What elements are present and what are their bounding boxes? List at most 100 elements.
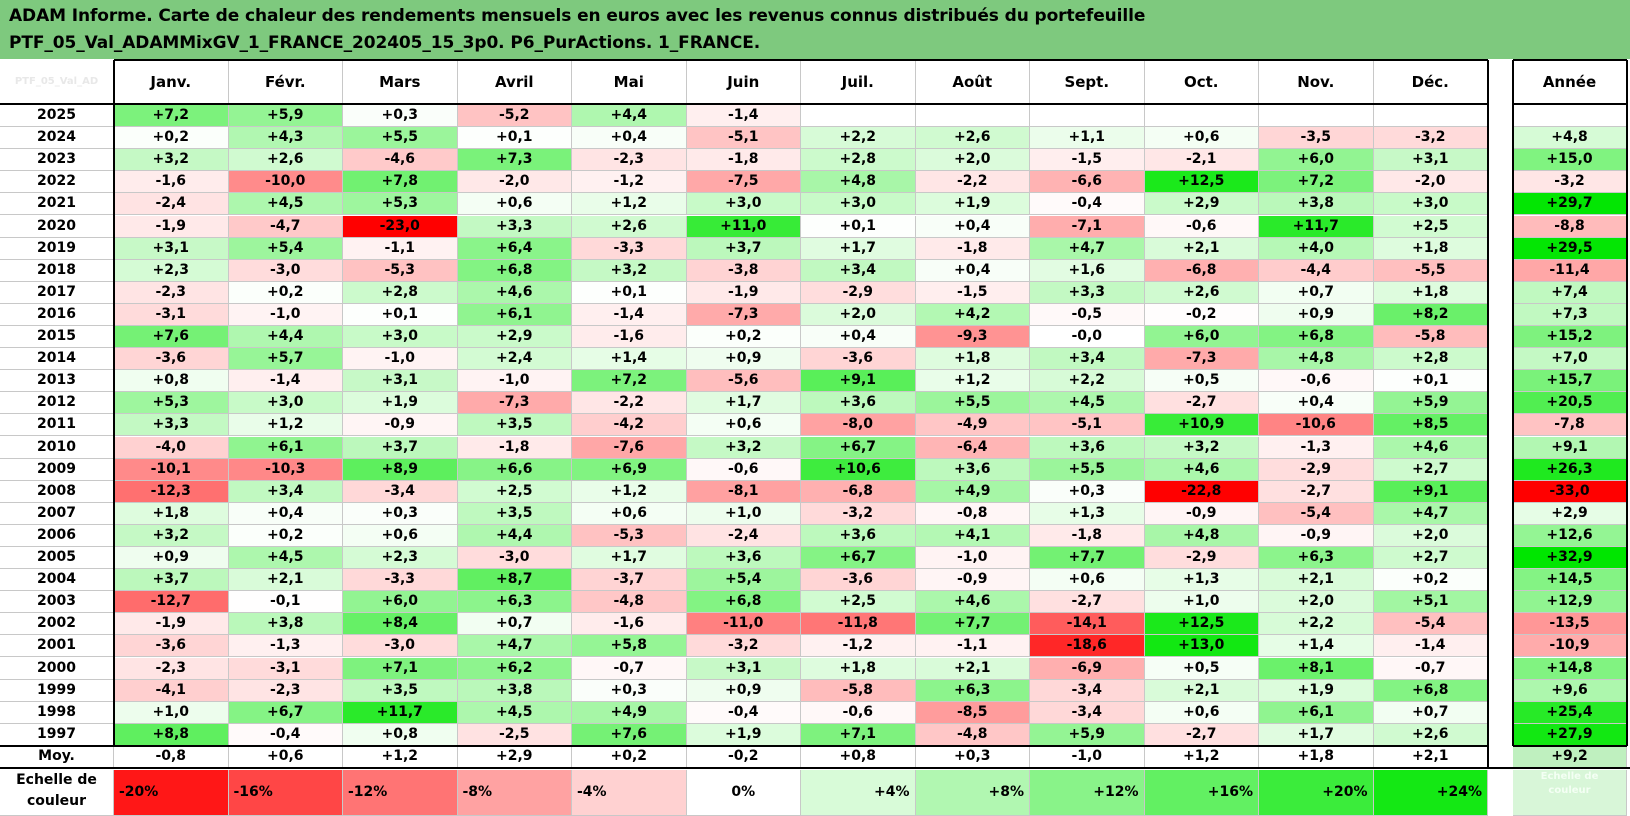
heatmap-cell: -7,3 [457, 392, 572, 415]
heatmap-cell: +3,0 [343, 326, 458, 349]
annual-cell: +9,1 [1513, 436, 1627, 459]
heatmap-cell: -4,4 [1259, 259, 1374, 282]
heatmap-cell: -6,9 [1030, 657, 1145, 680]
scale-swatch: +8% [915, 770, 1030, 816]
heatmap-cell: -1,6 [114, 171, 229, 194]
heatmap-cell: +1,3 [1030, 502, 1145, 525]
heatmap-cell: -1,0 [343, 348, 458, 371]
heatmap-cell: -0,9 [1259, 524, 1374, 547]
heatmap-cell: +2,5 [457, 480, 572, 503]
heatmap-cell: +0,2 [228, 524, 343, 547]
heatmap-cell: +2,7 [1373, 547, 1488, 570]
heatmap-cell: -3,0 [228, 259, 343, 282]
scale-swatch: +4% [801, 770, 916, 816]
heatmap-cell: +2,3 [343, 547, 458, 570]
annual-cell: +14,8 [1513, 657, 1627, 680]
heatmap-cell: +0,3 [572, 679, 687, 702]
heatmap-cell: +1,0 [686, 502, 801, 525]
heatmap-cell: +4,4 [457, 524, 572, 547]
heatmap-cell: -3,6 [801, 348, 916, 371]
heatmap-cell: -8,5 [915, 701, 1030, 724]
row-year-label: 2000 [0, 657, 114, 680]
column-header: Mars [343, 60, 458, 104]
heatmap-cell: +0,4 [915, 259, 1030, 282]
heatmap-cell: -1,8 [457, 436, 572, 459]
column-header: Sept. [1030, 60, 1145, 104]
heatmap-cell: -5,8 [801, 679, 916, 702]
heatmap-cell: +0,1 [801, 215, 916, 238]
heatmap-cell: -3,6 [801, 569, 916, 592]
heatmap-cell: +4,8 [801, 171, 916, 194]
annual-cell: +20,5 [1513, 392, 1627, 415]
heatmap-cell: +7,8 [343, 171, 458, 194]
annual-cell: +4,8 [1513, 127, 1627, 150]
heatmap-cell: -4,6 [343, 149, 458, 172]
heatmap-cell: -0,9 [1144, 502, 1259, 525]
heatmap-cell: -2,7 [1144, 392, 1259, 415]
heatmap-cell: +3,8 [457, 679, 572, 702]
heatmap-cell: +6,9 [572, 458, 687, 481]
heatmap-cell: -7,1 [1030, 215, 1145, 238]
annual-cell: -11,4 [1513, 259, 1627, 282]
heatmap-cell: -0,0 [1030, 326, 1145, 349]
heatmap-cell: -4,1 [114, 679, 229, 702]
heatmap-cell: +1,0 [114, 701, 229, 724]
row-year-label: 2023 [0, 149, 114, 172]
heatmap-cell: -3,2 [686, 635, 801, 658]
annual-cell: +9,6 [1513, 679, 1627, 702]
heatmap-cell: -6,8 [1144, 259, 1259, 282]
scale-swatch: -16% [228, 770, 343, 816]
heatmap-cell: -1,2 [801, 635, 916, 658]
heatmap-cell: +12,5 [1144, 613, 1259, 636]
heatmap-cell: +0,4 [1259, 392, 1374, 415]
heatmap-cell: +1,9 [915, 193, 1030, 216]
heatmap-cell: -5,3 [572, 524, 687, 547]
annual-header-bottom [1513, 103, 1627, 105]
heatmap-cell: +2,1 [1259, 569, 1374, 592]
heatmap-cell: +1,7 [686, 392, 801, 415]
heatmap-cell: +4,9 [572, 701, 687, 724]
heatmap-cell: +0,5 [1144, 657, 1259, 680]
heatmap-cell: +7,1 [343, 657, 458, 680]
heatmap-cell: -2,9 [1259, 458, 1374, 481]
heatmap-cell: +2,6 [915, 127, 1030, 150]
heatmap-cell: +3,8 [228, 613, 343, 636]
column-header: Févr. [228, 60, 343, 104]
row-year-label: 1999 [0, 679, 114, 702]
annual-cell: +27,9 [1513, 723, 1627, 746]
heatmap-cell: -0,5 [1030, 303, 1145, 326]
heatmap-cell: -5,1 [686, 127, 801, 150]
heatmap-cell: +4,7 [1373, 502, 1488, 525]
heatmap-cell: +1,9 [343, 392, 458, 415]
heatmap-cell: -1,8 [686, 149, 801, 172]
average-cell: +1,8 [1259, 745, 1374, 768]
heatmap-cell: -3,3 [343, 569, 458, 592]
annual-right-border [1626, 60, 1628, 746]
heatmap-cell: +2,6 [572, 215, 687, 238]
heatmap-cell: -5,4 [1373, 613, 1488, 636]
heatmap-cell: +5,4 [686, 569, 801, 592]
heatmap-cell: +4,4 [572, 105, 687, 128]
row-year-label: 2003 [0, 591, 114, 614]
heatmap-cell: -1,0 [457, 370, 572, 393]
annual-cell: +2,9 [1513, 502, 1627, 525]
heatmap-cell: -1,4 [1373, 635, 1488, 658]
heatmap-cell: -3,1 [114, 303, 229, 326]
heatmap-cell: +0,9 [114, 547, 229, 570]
heatmap-cell: +0,3 [343, 502, 458, 525]
heatmap-cell [801, 105, 916, 128]
row-year-label: 2013 [0, 370, 114, 393]
heatmap-cell: +1,2 [228, 414, 343, 437]
heatmap-cell: +0,1 [343, 303, 458, 326]
heatmap-cell: +6,3 [457, 591, 572, 614]
heatmap-cell: +1,2 [915, 370, 1030, 393]
heatmap-cell: -4,7 [228, 215, 343, 238]
annual-column-header: Année [1513, 60, 1627, 104]
heatmap-cell: +0,4 [228, 502, 343, 525]
heatmap-cell: +1,0 [1144, 591, 1259, 614]
heatmap-cell: +2,1 [915, 657, 1030, 680]
column-header: Août [915, 60, 1030, 104]
column-header: Déc. [1373, 60, 1488, 104]
heatmap-cell: -2,1 [1144, 149, 1259, 172]
heatmap-cell: +3,5 [343, 679, 458, 702]
